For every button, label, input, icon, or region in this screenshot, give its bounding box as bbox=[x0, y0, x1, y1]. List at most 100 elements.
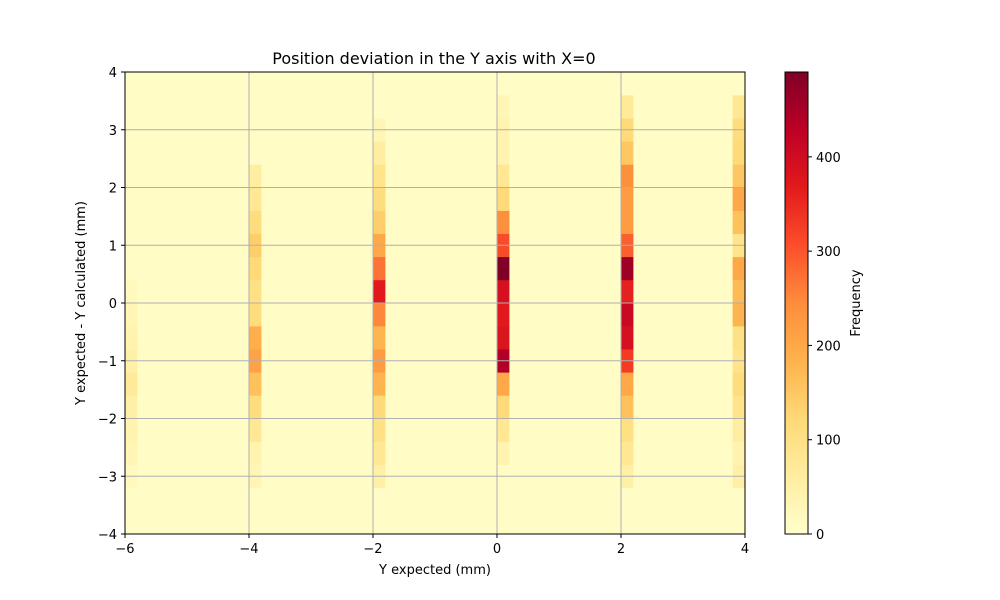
heatmap-cell bbox=[497, 141, 510, 165]
heatmap-cell bbox=[621, 164, 634, 188]
heatmap-cell bbox=[125, 279, 138, 304]
heatmap-cell bbox=[732, 418, 745, 442]
heatmap-cell bbox=[373, 187, 386, 211]
heatmap-cell bbox=[125, 395, 138, 419]
heatmap-cell bbox=[125, 72, 138, 96]
heatmap-cell bbox=[373, 72, 386, 96]
heatmap-cell bbox=[621, 279, 634, 304]
heatmap-cell bbox=[497, 256, 510, 281]
y-tick-label: −2 bbox=[98, 413, 117, 428]
heatmap-cell bbox=[732, 303, 745, 327]
colorbar-tick-label: 300 bbox=[816, 245, 841, 260]
heatmap-cell bbox=[373, 95, 386, 119]
heatmap-cell bbox=[732, 326, 745, 350]
heatmap-cell bbox=[621, 510, 634, 535]
heatmap-cell bbox=[125, 372, 138, 396]
colorbar-ticks: 0 100 200 300 400 bbox=[808, 151, 841, 543]
heatmap-cell bbox=[125, 303, 138, 327]
heatmap-cell bbox=[249, 210, 262, 234]
y-tick-label: −4 bbox=[98, 528, 117, 543]
x-tick-label: −2 bbox=[363, 542, 382, 557]
heatmap-cell bbox=[497, 210, 510, 234]
heatmap-cell bbox=[497, 441, 510, 465]
heatmap-cell bbox=[732, 487, 745, 512]
colorbar-tick-label: 0 bbox=[816, 528, 824, 543]
heatmap-cell bbox=[249, 395, 262, 419]
heatmap-cell bbox=[732, 164, 745, 188]
heatmap-cell bbox=[621, 395, 634, 419]
heatmap-cell bbox=[249, 164, 262, 188]
heatmap-cell bbox=[497, 279, 510, 304]
x-tick-label: 2 bbox=[617, 542, 625, 557]
heatmap-cell bbox=[373, 487, 386, 512]
heatmap-cell bbox=[125, 141, 138, 165]
y-tick-label: 3 bbox=[109, 124, 117, 139]
colorbar-tick-label: 100 bbox=[816, 434, 841, 449]
heatmap-cell bbox=[373, 279, 386, 304]
heatmap-cell bbox=[125, 187, 138, 211]
heatmap-cell bbox=[125, 164, 138, 188]
heatmap-cell bbox=[249, 326, 262, 350]
colorbar-tick-label: 400 bbox=[816, 151, 841, 166]
heatmap-cell bbox=[125, 487, 138, 512]
heatmap-cell bbox=[249, 72, 262, 96]
y-tick-label: 0 bbox=[109, 297, 117, 312]
heatmap-cell bbox=[621, 95, 634, 119]
y-tick-label: 1 bbox=[109, 239, 117, 254]
heatmap-cell bbox=[621, 372, 634, 396]
heatmap-cell bbox=[373, 418, 386, 442]
heatmap-cell bbox=[497, 487, 510, 512]
heatmap-cell bbox=[621, 256, 634, 281]
heatmap-cell bbox=[732, 256, 745, 281]
heatmap-cell bbox=[621, 418, 634, 442]
heatmap-cell bbox=[249, 256, 262, 281]
heatmap-cell bbox=[373, 510, 386, 535]
heatmap-cell bbox=[497, 395, 510, 419]
heatmap-cell bbox=[621, 210, 634, 234]
heatmap-cell bbox=[497, 418, 510, 442]
colorbar-label: Frequency bbox=[849, 269, 864, 336]
heatmap-cell bbox=[373, 141, 386, 165]
heatmap-cell bbox=[497, 164, 510, 188]
heatmap-cell bbox=[373, 210, 386, 234]
heatmap-cell bbox=[249, 187, 262, 211]
heatmap-cell bbox=[497, 372, 510, 396]
x-axis-label: Y expected (mm) bbox=[378, 563, 491, 578]
heatmap-cell bbox=[621, 326, 634, 350]
heatmap-cell bbox=[249, 141, 262, 165]
grid-lines bbox=[125, 72, 745, 534]
heatmap-cell bbox=[732, 187, 745, 211]
heatmap-cell bbox=[373, 395, 386, 419]
x-axis-ticks: −6 −4 −2 0 2 4 bbox=[115, 534, 749, 557]
heatmap-cell bbox=[249, 510, 262, 535]
heatmap-cell bbox=[497, 303, 510, 327]
heatmap-cell bbox=[249, 372, 262, 396]
heatmap-cell bbox=[125, 418, 138, 442]
heatmap-cell bbox=[732, 279, 745, 304]
colorbar-gradient bbox=[784, 71, 809, 535]
heatmap-cell bbox=[125, 210, 138, 234]
heatmap-cell bbox=[732, 395, 745, 419]
y-axis-ticks: −4 −3 −2 −1 0 1 2 3 4 bbox=[98, 66, 125, 543]
y-tick-label: 2 bbox=[109, 182, 117, 197]
heatmap-cell bbox=[497, 326, 510, 350]
heatmap-cell bbox=[373, 303, 386, 327]
heatmap-cell bbox=[621, 141, 634, 165]
heatmap-cell bbox=[621, 487, 634, 512]
heatmap-cell bbox=[249, 279, 262, 304]
heatmap-cell bbox=[732, 141, 745, 165]
heatmap-cell bbox=[497, 72, 510, 96]
y-tick-label: 4 bbox=[109, 66, 117, 81]
heatmap-cell bbox=[732, 510, 745, 535]
heatmap-cell bbox=[373, 441, 386, 465]
heatmap-cell bbox=[125, 510, 138, 535]
heatmap-cell bbox=[373, 372, 386, 396]
colorbar-tick-label: 200 bbox=[816, 339, 841, 354]
x-tick-label: −6 bbox=[115, 542, 134, 557]
x-tick-label: 4 bbox=[741, 542, 749, 557]
heatmap-cell bbox=[732, 441, 745, 465]
y-tick-label: −3 bbox=[98, 470, 117, 485]
heatmap-cell bbox=[125, 441, 138, 465]
heatmap-cell bbox=[249, 418, 262, 442]
heatmap-cell bbox=[249, 95, 262, 119]
